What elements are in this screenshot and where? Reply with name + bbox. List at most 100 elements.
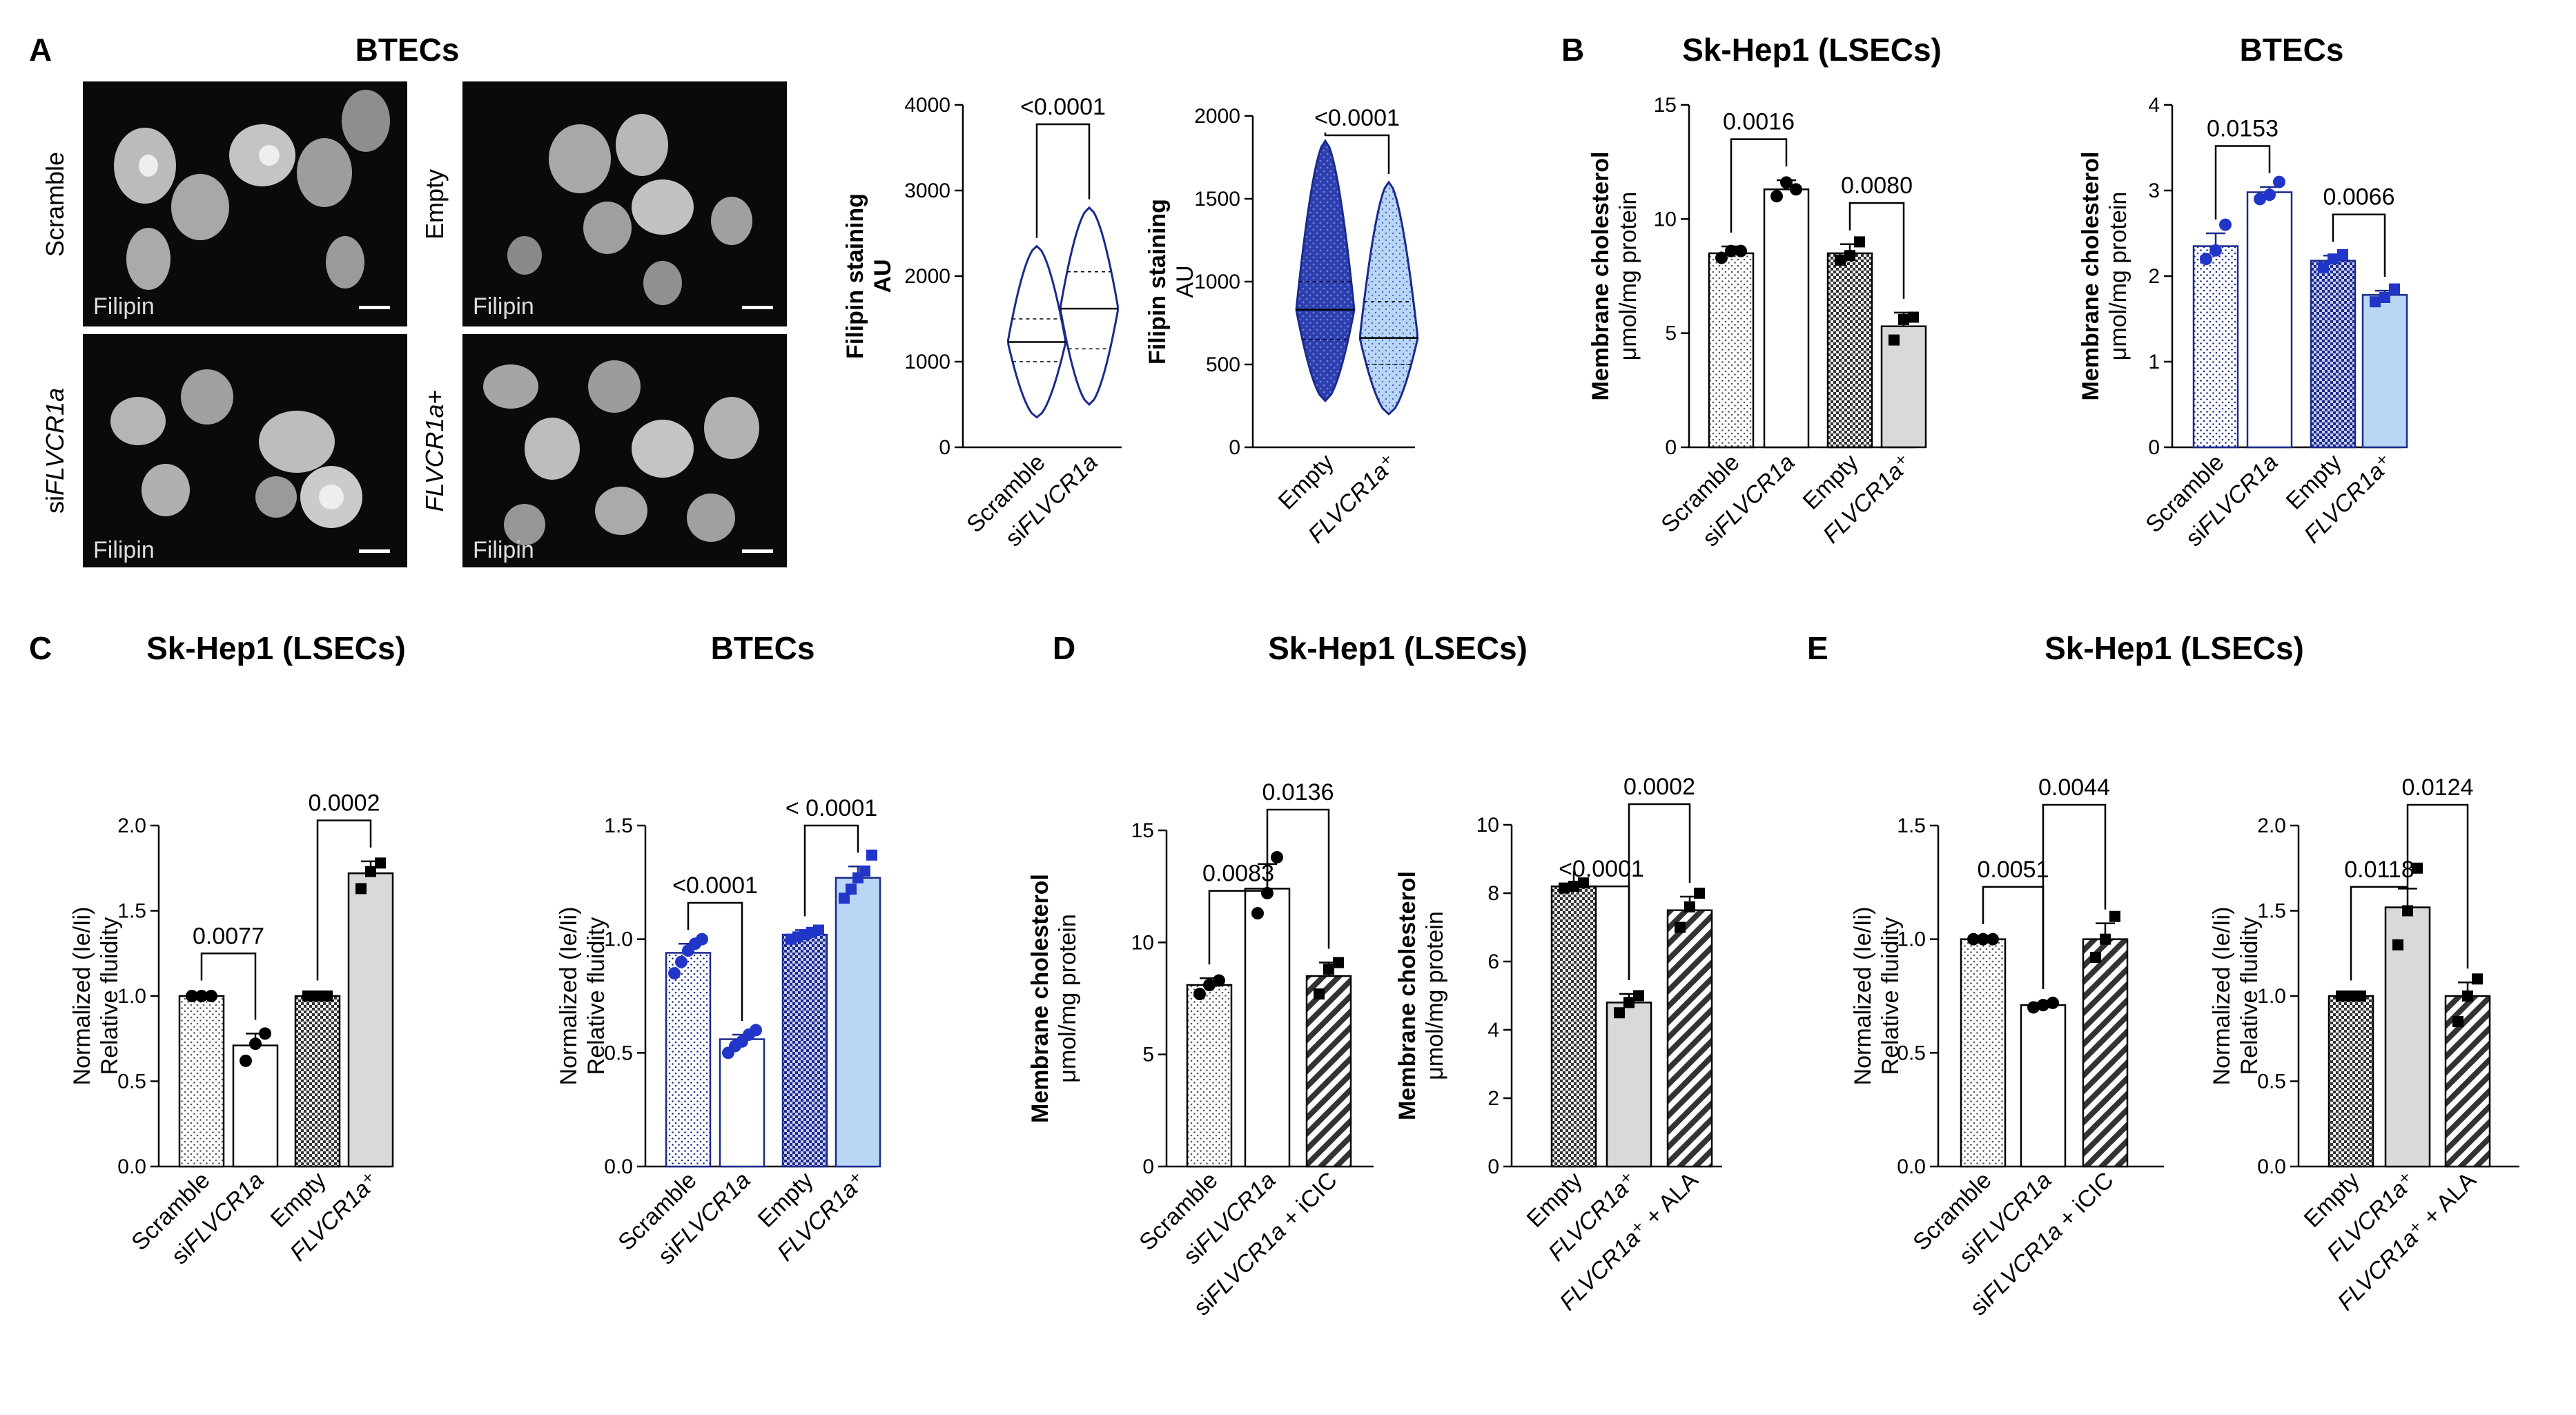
y-axis-label: Relative fluidity [1877, 917, 1904, 1075]
data-point [813, 924, 824, 936]
panel-letter-e: E [1807, 630, 1828, 666]
data-point [2389, 283, 2400, 295]
bar-siflvcr1a-icic [1305, 975, 1352, 1168]
bar-siflvcr1a [232, 1044, 279, 1168]
bar-flvcr1a [2361, 294, 2408, 449]
data-point [675, 955, 687, 968]
data-point [2100, 933, 2111, 945]
data-point [2318, 262, 2329, 273]
y-tick-label: 0.0 [117, 1155, 146, 1178]
data-point [2462, 990, 2473, 1002]
significance-bracket [200, 953, 257, 1020]
bar-flvcr1a [2384, 906, 2431, 1168]
bar-flvcr1a [1880, 325, 1927, 449]
bar-empty [781, 933, 828, 1168]
y-tick-label: 1 [2148, 351, 2160, 373]
data-point [1770, 190, 1783, 203]
y-axis-label: Membrane cholesterol [1394, 871, 1421, 1120]
y-axis-label: Relative fluidity [97, 917, 123, 1075]
p-value-label: 0.0124 [2402, 774, 2474, 801]
data-point [839, 892, 850, 904]
chart-title: Sk-Hep1 (LSECs) [1268, 630, 1528, 666]
data-point [1203, 979, 1216, 992]
data-point [859, 865, 870, 877]
y-axis-label: Normalized (Ie/Ii) [69, 907, 95, 1086]
y-axis-label: Membrane cholesterol [1588, 152, 1614, 401]
data-point [195, 990, 208, 1002]
y-tick-label: 0.0 [2257, 1155, 2286, 1178]
chart-d-cholesterol-icic: Sk-Hep1 (LSECs) 0 5 10 15 Membrane cholestero… [1027, 630, 1528, 1320]
data-point [2219, 218, 2232, 231]
data-point [2379, 292, 2390, 303]
data-point [312, 990, 323, 1002]
significance-bracket [1730, 138, 1788, 233]
data-point [696, 933, 708, 946]
p-value-label: 0.0002 [1623, 774, 1695, 800]
micrograph-flvcr1a-plus: Filipin [462, 334, 787, 567]
y-tick-label: 4000 [904, 94, 950, 117]
y-axis-label: Normalized (Ie/Ii) [556, 907, 582, 1086]
data-point [1261, 886, 1274, 899]
p-value-label: <0.0001 [1314, 105, 1400, 131]
data-point [2370, 296, 2381, 308]
data-point [668, 967, 681, 980]
data-point [1333, 957, 1344, 968]
chart-d-cholesterol-ala: 0 2 4 6 8 10 Membrane cholesterol μmol/mg prote… [1394, 774, 1722, 1316]
data-point [1780, 176, 1793, 189]
y-axis-label: μmol/mg protein [2105, 192, 2131, 360]
significance-bracket [2214, 145, 2271, 219]
y-tick-label: 0.5 [2257, 1071, 2286, 1093]
y-axis-label: Normalized (Ie/Ii) [2209, 907, 2235, 1086]
bar-scramble [1708, 252, 1755, 449]
p-value-label: 0.0136 [1262, 779, 1334, 806]
data-point [2336, 990, 2347, 1002]
p-value-label: 0.0083 [1202, 861, 1274, 887]
y-axis-label: μmol/mg protein [1422, 911, 1448, 1080]
data-point [1684, 901, 1695, 913]
bar-flvcr1a [835, 877, 881, 1168]
y-axis-label: Membrane cholesterol [1027, 874, 1053, 1123]
y-tick-label: 0 [939, 436, 950, 459]
micrograph-stain-label: Filipin [473, 293, 534, 320]
bar-empty [2310, 260, 2357, 449]
data-point [249, 1037, 262, 1051]
data-point [1694, 888, 1705, 899]
data-point [1889, 334, 1900, 346]
bar-siflvcr1a [2246, 191, 2293, 449]
y-axis-label: Normalized (Ie/Ii) [1850, 907, 1876, 1086]
p-value-label: 0.0051 [1978, 857, 2049, 883]
y-axis-label: Relative fluidity [2236, 917, 2263, 1075]
y-axis-label: Filipin staining [1144, 199, 1171, 364]
y-tick-label: 1.5 [1897, 814, 1926, 837]
significance-bracket [316, 819, 372, 981]
data-point [1987, 933, 1999, 946]
p-value-label: 0.0077 [193, 923, 264, 949]
bar-flvcr1a-ala [2444, 995, 2491, 1168]
y-tick-label: 0 [1487, 1155, 1499, 1178]
data-point [1314, 988, 1325, 1000]
p-value-label: 0.0080 [1841, 173, 1913, 199]
bar-flvcr1a [347, 872, 394, 1168]
y-axis-label: Relative fluidity [583, 917, 609, 1075]
data-point [2355, 990, 2366, 1002]
violin-flvcr1a [1358, 180, 1419, 416]
bar-empty [1826, 252, 1873, 449]
data-point [1790, 183, 1802, 196]
y-tick-label: 1500 [1194, 188, 1240, 211]
data-point [2392, 939, 2403, 950]
p-value-label: < 0.0001 [786, 795, 877, 821]
bar-siflvcr1a [1244, 888, 1291, 1168]
data-point [750, 1024, 762, 1037]
data-point [1271, 850, 1283, 863]
chart-title: Sk-Hep1 (LSECs) [1682, 32, 1942, 68]
data-point [2263, 188, 2276, 202]
y-tick-label: 10 [1476, 814, 1499, 837]
violin-scramble [1006, 244, 1067, 419]
data-point [375, 857, 386, 869]
data-point [1908, 311, 1919, 323]
row-label-scramble: Scramble [41, 152, 69, 257]
y-tick-label: 1.0 [2257, 985, 2286, 1008]
bar-siflvcr1a [1763, 188, 1810, 449]
significance-bracket [1848, 202, 1905, 299]
